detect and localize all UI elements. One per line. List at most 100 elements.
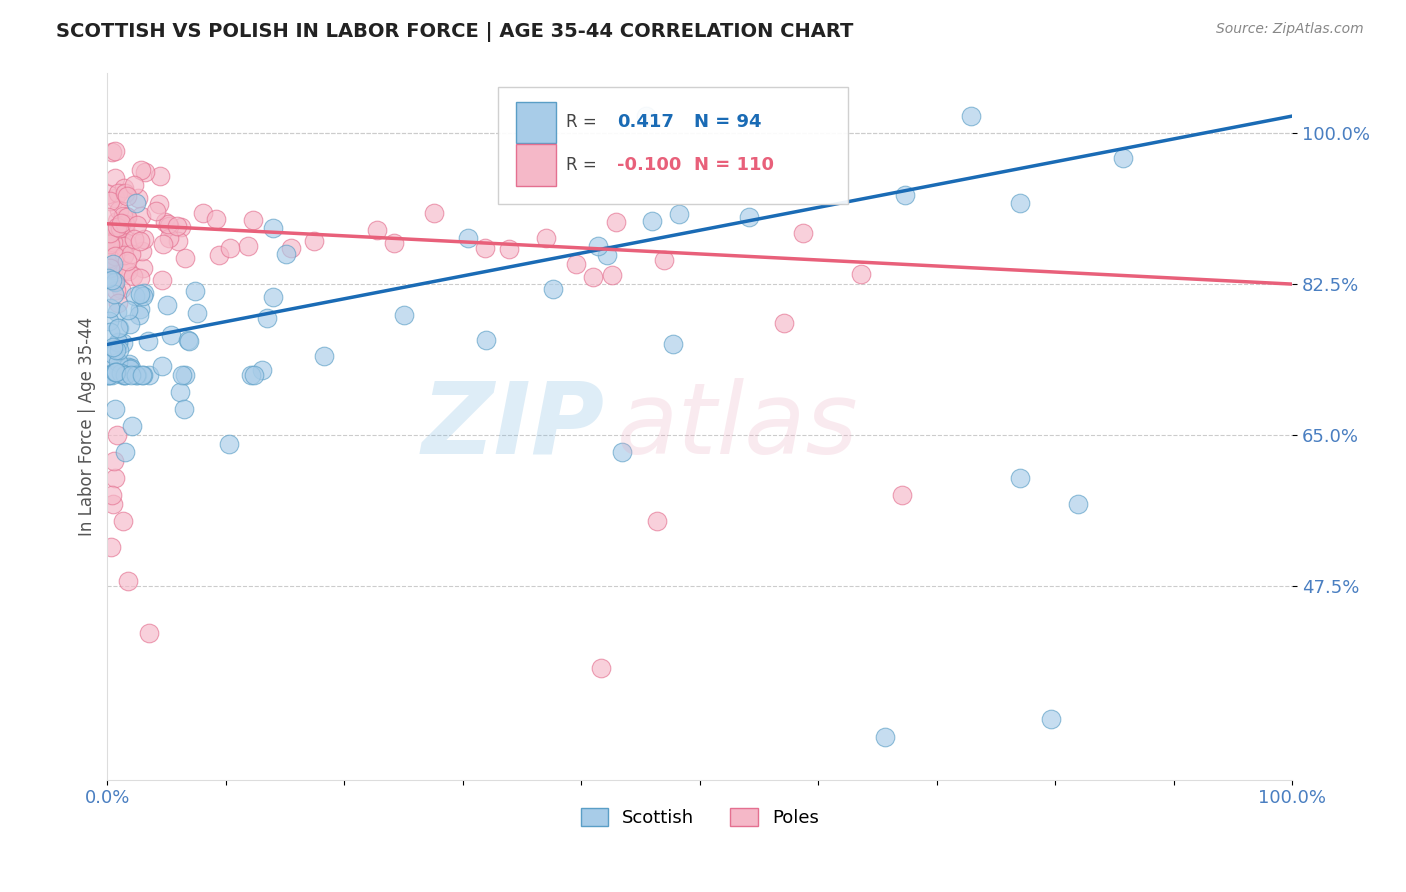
Point	[105, 225, 128, 239]
Point	[262, 290, 284, 304]
Point	[276, 247, 298, 261]
Point	[166, 219, 188, 233]
Point	[114, 368, 136, 382]
Point	[280, 241, 302, 255]
Point	[111, 368, 134, 382]
Point	[120, 368, 142, 382]
Point	[107, 355, 129, 369]
Point	[100, 260, 122, 274]
Point	[104, 365, 127, 379]
Text: 0.417: 0.417	[617, 113, 673, 131]
Point	[129, 270, 152, 285]
Point	[104, 171, 127, 186]
Point	[134, 164, 156, 178]
Point	[565, 257, 588, 271]
Text: ZIP: ZIP	[422, 378, 605, 475]
Point	[132, 288, 155, 302]
Point	[105, 305, 128, 319]
Point	[132, 231, 155, 245]
Point	[582, 270, 605, 285]
Point	[115, 188, 138, 202]
Point	[159, 327, 181, 342]
Point	[100, 145, 122, 159]
Point	[98, 237, 121, 252]
Point	[457, 231, 479, 245]
Point	[177, 334, 200, 348]
Point	[138, 368, 160, 382]
Point	[103, 144, 125, 158]
Point	[112, 210, 135, 224]
Point	[738, 211, 761, 225]
Point	[124, 196, 146, 211]
Text: atlas: atlas	[617, 378, 859, 475]
Point	[218, 241, 240, 255]
Point	[105, 343, 128, 357]
Point	[97, 235, 120, 250]
Point	[668, 207, 690, 221]
Point	[240, 368, 263, 382]
Point	[122, 232, 145, 246]
Point	[131, 210, 153, 224]
Point	[96, 211, 118, 225]
Point	[652, 252, 675, 267]
Point	[605, 214, 627, 228]
Point	[172, 368, 194, 382]
Point	[174, 251, 197, 265]
Point	[891, 488, 914, 502]
Point	[120, 247, 142, 261]
Point	[169, 384, 191, 399]
Point	[97, 368, 120, 382]
Point	[122, 268, 145, 283]
Point	[1112, 152, 1135, 166]
Point	[636, 109, 658, 123]
Point	[150, 359, 173, 374]
Point	[103, 274, 125, 288]
Point	[98, 301, 121, 315]
Point	[474, 333, 496, 347]
Point	[100, 240, 122, 254]
FancyBboxPatch shape	[516, 144, 557, 186]
Point	[108, 221, 131, 235]
Point	[103, 454, 125, 468]
FancyBboxPatch shape	[498, 87, 848, 203]
Point	[117, 254, 139, 268]
Point	[127, 191, 149, 205]
Point	[97, 254, 120, 268]
Point	[104, 365, 127, 379]
Point	[125, 368, 148, 382]
Point	[105, 213, 128, 227]
Point	[114, 186, 136, 200]
Point	[120, 318, 142, 332]
Point	[422, 206, 444, 220]
Point	[145, 204, 167, 219]
Point	[114, 217, 136, 231]
Point	[115, 210, 138, 224]
Point	[101, 273, 124, 287]
Point	[97, 368, 120, 382]
Point	[262, 221, 284, 235]
Point	[156, 298, 179, 312]
Point	[132, 368, 155, 382]
Point	[314, 349, 336, 363]
Point	[173, 368, 195, 382]
Point	[208, 247, 231, 261]
Point	[122, 178, 145, 192]
FancyBboxPatch shape	[516, 102, 557, 144]
Point	[105, 231, 128, 245]
Point	[647, 514, 669, 528]
Point	[148, 197, 170, 211]
Y-axis label: In Labor Force | Age 35-44: In Labor Force | Age 35-44	[79, 317, 96, 536]
Point	[103, 287, 125, 301]
Point	[849, 267, 872, 281]
Point	[366, 222, 388, 236]
Point	[114, 445, 136, 459]
Point	[108, 219, 131, 234]
Point	[110, 366, 132, 380]
Point	[153, 214, 176, 228]
Point	[170, 220, 193, 235]
Point	[131, 368, 153, 382]
Point	[101, 235, 124, 249]
Point	[1010, 471, 1032, 485]
Point	[107, 335, 129, 350]
Point	[121, 419, 143, 434]
